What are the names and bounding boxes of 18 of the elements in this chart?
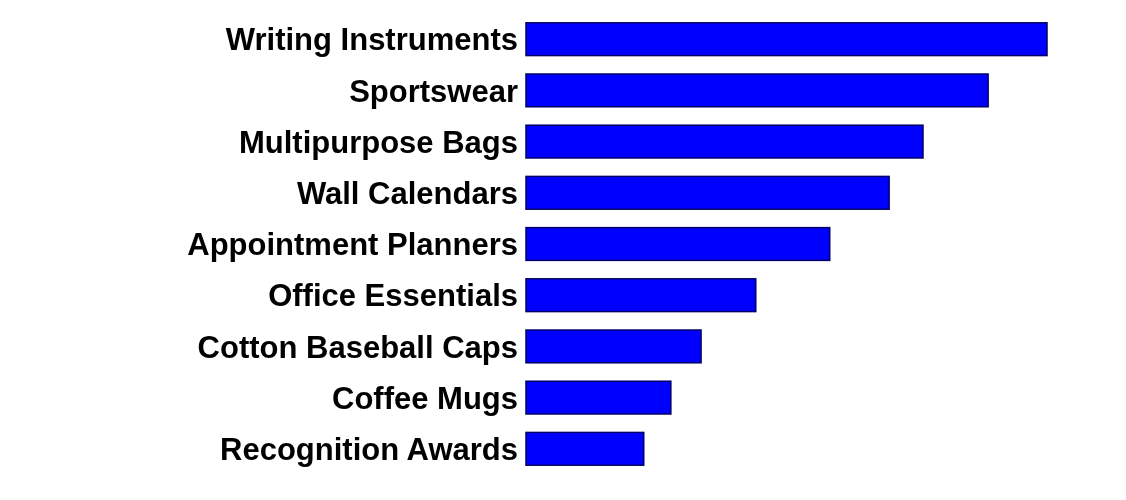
y-tick-label: Multipurpose Bags xyxy=(238,124,518,160)
bar xyxy=(525,175,890,210)
y-tick-label: Cotton Baseball Caps xyxy=(197,329,518,365)
bar xyxy=(525,73,989,108)
bar xyxy=(525,431,645,466)
bar xyxy=(525,124,924,159)
bar xyxy=(525,278,757,313)
y-tick-label: Sportswear xyxy=(349,73,518,109)
bar xyxy=(525,329,702,364)
y-tick-label: Appointment Planners xyxy=(187,227,518,263)
y-tick-label: Recognition Awards xyxy=(220,431,518,467)
y-tick-label: Wall Calendars xyxy=(296,175,518,211)
y-tick-label: Office Essentials xyxy=(268,278,518,314)
bar xyxy=(525,22,1048,57)
bar xyxy=(525,226,831,262)
y-tick-label: Writing Instruments xyxy=(225,22,518,58)
bar xyxy=(525,380,672,415)
y-tick-label: Coffee Mugs xyxy=(332,380,518,416)
